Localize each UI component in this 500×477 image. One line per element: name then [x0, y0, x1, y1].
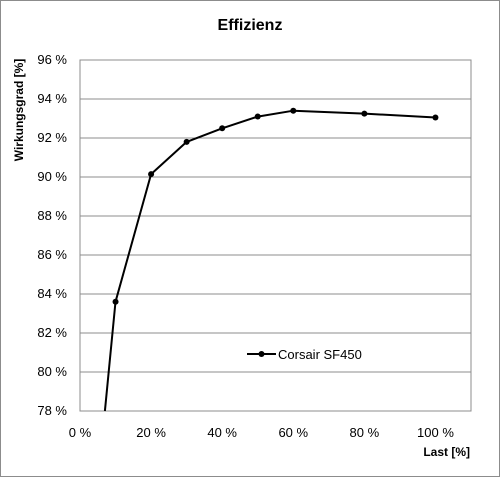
x-tick-label: 100 % — [417, 425, 454, 440]
y-tick-label: 94 % — [37, 91, 67, 106]
x-axis-ticks: 0 % 20 % 40 % 60 % 80 % 100 % — [69, 425, 455, 440]
x-tick-label: 20 % — [136, 425, 166, 440]
y-tick-label: 90 % — [37, 169, 67, 184]
series-line — [103, 109, 436, 412]
y-tick-label: 88 % — [37, 208, 67, 223]
y-axis-ticks: 78 % 80 % 82 % 84 % 86 % 88 % 90 % 92 % 94 % 96 % — [37, 52, 67, 418]
data-point — [254, 113, 261, 120]
series-layer — [103, 107, 439, 412]
y-tick-label: 78 % — [37, 403, 67, 418]
plot-area — [79, 59, 472, 412]
y-axis-title: Wirkungsgrad [%] — [12, 59, 26, 162]
data-point — [361, 110, 368, 117]
data-point — [112, 298, 119, 305]
data-point — [183, 138, 190, 145]
chart-title: Effizienz — [218, 17, 283, 34]
legend-marker — [258, 351, 265, 357]
x-tick-label: 0 % — [69, 425, 92, 440]
x-tick-label: 60 % — [278, 425, 308, 440]
data-point — [290, 107, 297, 114]
data-point — [219, 125, 226, 132]
y-tick-label: 86 % — [37, 247, 67, 262]
y-tick-label: 82 % — [37, 325, 67, 340]
legend: Corsair SF450 — [247, 347, 362, 362]
data-point — [432, 114, 439, 121]
y-tick-label: 84 % — [37, 286, 67, 301]
x-axis-title: Last [%] — [423, 445, 470, 459]
y-tick-label: 80 % — [37, 364, 67, 379]
y-tick-label: 96 % — [37, 52, 67, 67]
x-tick-label: 40 % — [207, 425, 237, 440]
data-point — [148, 171, 155, 178]
x-tick-label: 80 % — [350, 425, 380, 440]
y-tick-label: 92 % — [37, 130, 67, 145]
legend-label: Corsair SF450 — [278, 347, 362, 362]
